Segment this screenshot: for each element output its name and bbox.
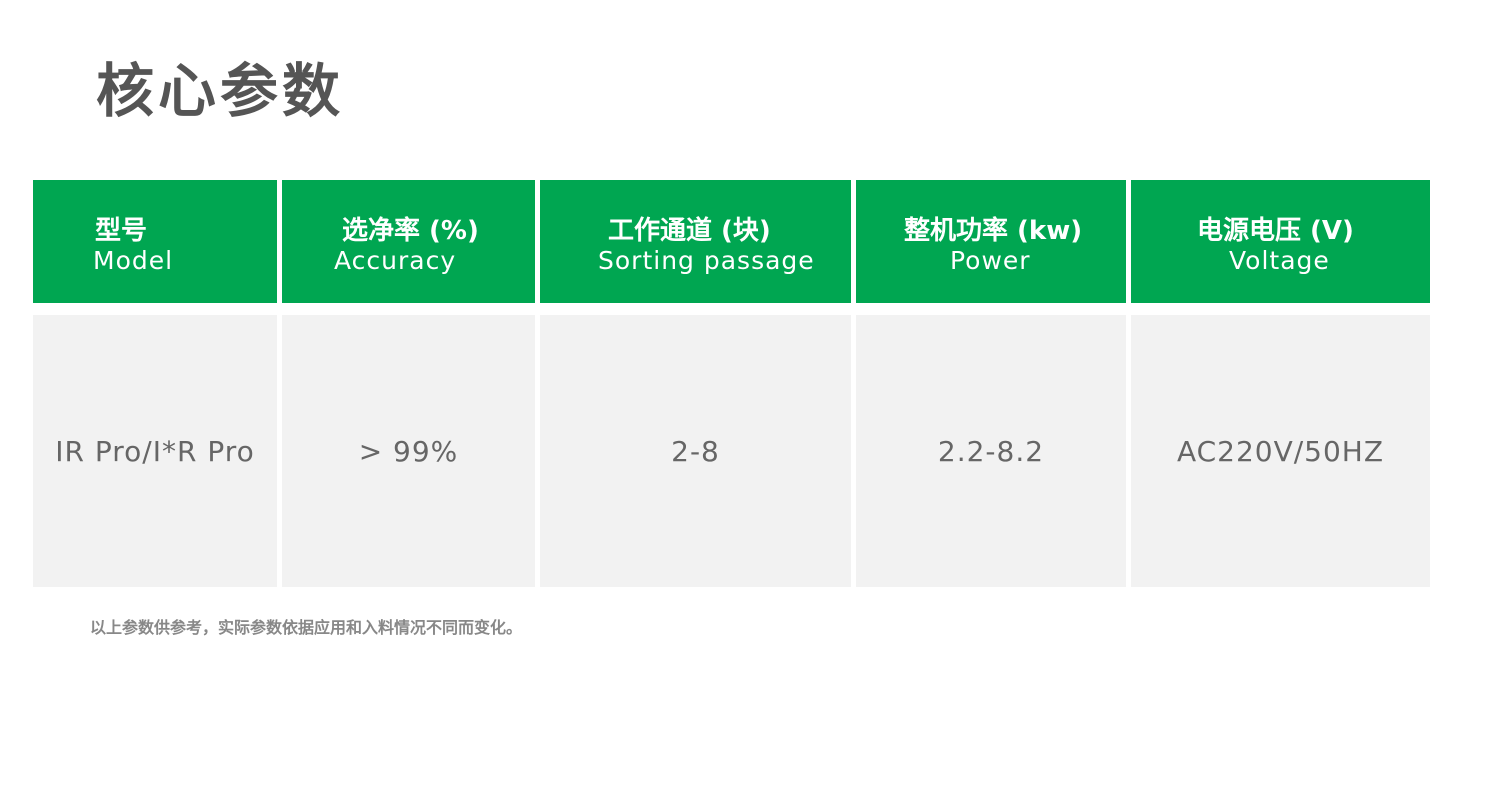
header-zh: 整机功率 (kw) xyxy=(904,216,1083,246)
header-zh: 工作通道 (块) xyxy=(608,216,771,246)
header-voltage: 电源电压 (V) Voltage xyxy=(1131,180,1430,303)
header-en: Model xyxy=(93,246,174,275)
header-en: Sorting passage xyxy=(598,246,815,275)
header-en: Accuracy xyxy=(334,246,457,275)
header-sorting-passage: 工作通道 (块) Sorting passage xyxy=(540,180,851,303)
header-power: 整机功率 (kw) Power xyxy=(856,180,1126,303)
header-zh: 选净率 (%) xyxy=(342,216,479,246)
header-en: Power xyxy=(950,246,1031,275)
header-model: 型号 Model xyxy=(33,180,277,303)
cell-sorting-passage: 2-8 xyxy=(540,315,851,587)
cell-accuracy: > 99% xyxy=(282,315,535,587)
header-en: Voltage xyxy=(1229,246,1330,275)
footnote: 以上参数供参考，实际参数依据应用和入料情况不同而变化。 xyxy=(90,618,523,637)
header-zh: 电源电压 (V) xyxy=(1197,216,1354,246)
header-zh: 型号 xyxy=(95,216,148,246)
header-accuracy: 选净率 (%) Accuracy xyxy=(282,180,535,303)
cell-power: 2.2-8.2 xyxy=(856,315,1126,587)
cell-model: IR Pro/I*R Pro xyxy=(33,315,277,587)
page-title: 核心参数 xyxy=(96,57,345,125)
cell-voltage: AC220V/50HZ xyxy=(1131,315,1430,587)
